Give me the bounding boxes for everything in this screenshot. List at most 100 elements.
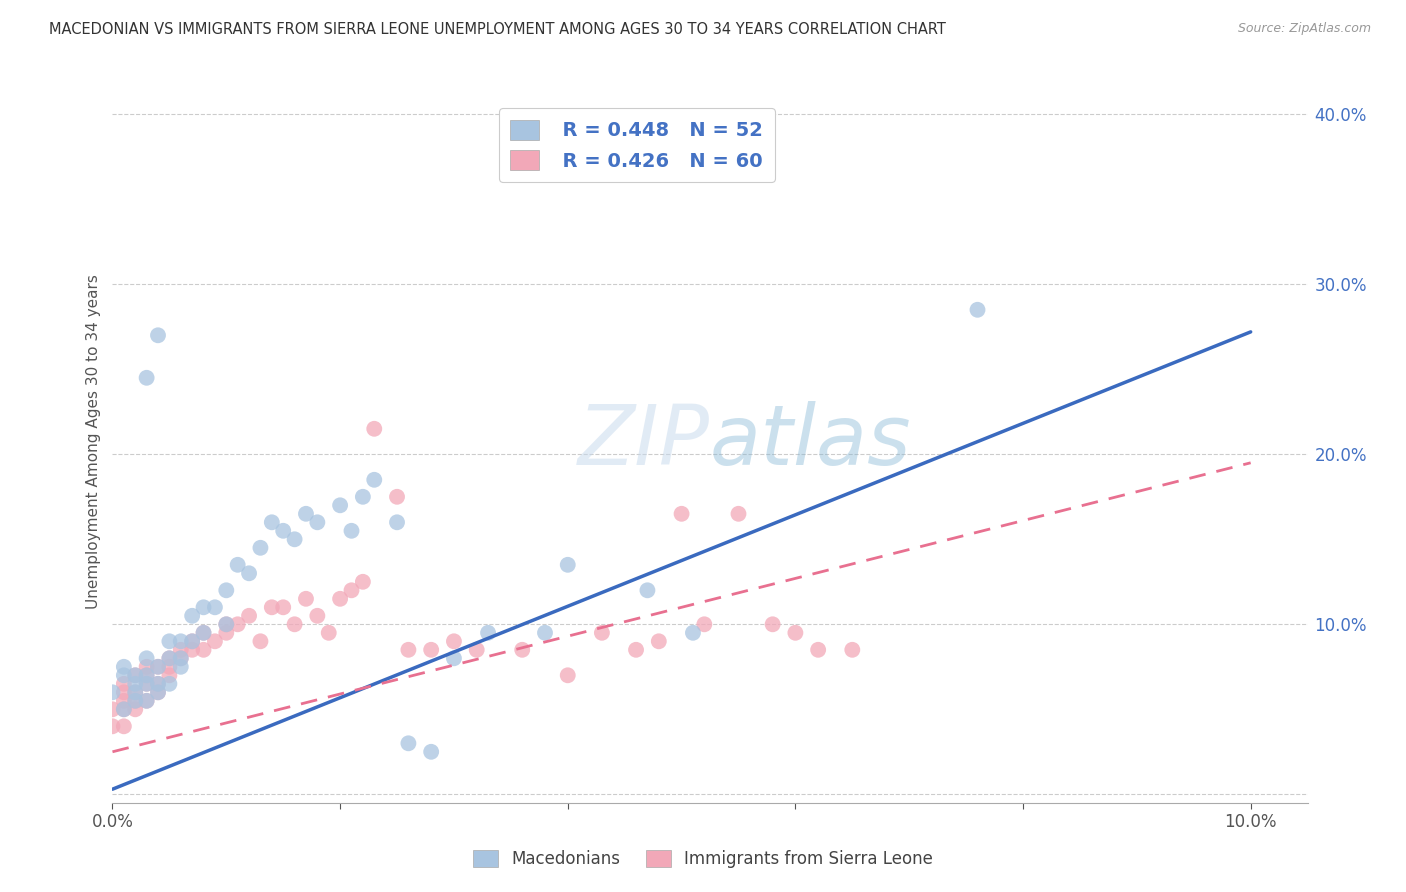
Point: [340, 524, 363, 538]
Point: [420, 745, 443, 759]
Point: [238, 608, 260, 623]
Text: atlas: atlas: [710, 401, 911, 482]
Point: [396, 736, 419, 750]
Point: [477, 625, 499, 640]
Point: [193, 600, 215, 615]
Point: [170, 660, 193, 674]
Point: [249, 634, 271, 648]
Point: [135, 660, 157, 674]
Point: [591, 625, 613, 640]
Point: [648, 634, 671, 648]
Point: [112, 677, 135, 691]
Point: [966, 302, 988, 317]
Point: [249, 541, 271, 555]
Point: [181, 634, 204, 648]
Point: [146, 685, 169, 699]
Point: [157, 651, 180, 665]
Point: [238, 566, 260, 581]
Point: [557, 668, 579, 682]
Point: [112, 702, 135, 716]
Point: [682, 625, 704, 640]
Point: [363, 422, 385, 436]
Point: [352, 574, 374, 589]
Point: [135, 371, 157, 385]
Point: [135, 651, 157, 665]
Point: [307, 608, 329, 623]
Point: [534, 625, 557, 640]
Point: [181, 608, 204, 623]
Point: [215, 617, 238, 632]
Point: [146, 677, 169, 691]
Point: [557, 558, 579, 572]
Point: [170, 634, 193, 648]
Point: [193, 625, 215, 640]
Point: [396, 642, 419, 657]
Point: [146, 328, 169, 343]
Point: [671, 507, 693, 521]
Point: [785, 625, 807, 640]
Point: [157, 634, 180, 648]
Point: [124, 668, 146, 682]
Point: [193, 642, 215, 657]
Point: [124, 702, 146, 716]
Point: [101, 685, 124, 699]
Point: [157, 668, 180, 682]
Text: Source: ZipAtlas.com: Source: ZipAtlas.com: [1237, 22, 1371, 36]
Point: [385, 490, 408, 504]
Point: [215, 617, 238, 632]
Point: [124, 694, 146, 708]
Point: [510, 642, 533, 657]
Point: [181, 634, 204, 648]
Point: [124, 677, 146, 691]
Point: [135, 677, 157, 691]
Point: [307, 516, 329, 530]
Point: [807, 642, 830, 657]
Point: [112, 694, 135, 708]
Point: [146, 677, 169, 691]
Point: [135, 677, 157, 691]
Text: MACEDONIAN VS IMMIGRANTS FROM SIERRA LEONE UNEMPLOYMENT AMONG AGES 30 TO 34 YEAR: MACEDONIAN VS IMMIGRANTS FROM SIERRA LEO…: [49, 22, 946, 37]
Point: [636, 583, 658, 598]
Point: [146, 660, 169, 674]
Point: [727, 507, 749, 521]
Point: [101, 719, 124, 733]
Point: [170, 651, 193, 665]
Point: [124, 694, 146, 708]
Point: [420, 642, 443, 657]
Point: [204, 634, 226, 648]
Point: [271, 600, 294, 615]
Point: [215, 583, 238, 598]
Point: [124, 685, 146, 699]
Point: [693, 617, 716, 632]
Point: [170, 651, 193, 665]
Point: [762, 617, 785, 632]
Point: [146, 660, 169, 674]
Point: [112, 702, 135, 716]
Point: [146, 685, 169, 699]
Point: [260, 516, 283, 530]
Point: [124, 685, 146, 699]
Point: [385, 516, 408, 530]
Point: [363, 473, 385, 487]
Point: [135, 668, 157, 682]
Point: [226, 558, 249, 572]
Point: [181, 642, 204, 657]
Point: [112, 668, 135, 682]
Point: [340, 583, 363, 598]
Point: [352, 490, 374, 504]
Point: [112, 660, 135, 674]
Point: [271, 524, 294, 538]
Point: [124, 668, 146, 682]
Text: ZIP: ZIP: [578, 401, 710, 482]
Point: [465, 642, 488, 657]
Point: [135, 668, 157, 682]
Point: [157, 651, 180, 665]
Point: [226, 617, 249, 632]
Point: [329, 498, 352, 512]
Point: [157, 660, 180, 674]
Point: [135, 694, 157, 708]
Point: [112, 719, 135, 733]
Point: [193, 625, 215, 640]
Point: [135, 694, 157, 708]
Point: [841, 642, 863, 657]
